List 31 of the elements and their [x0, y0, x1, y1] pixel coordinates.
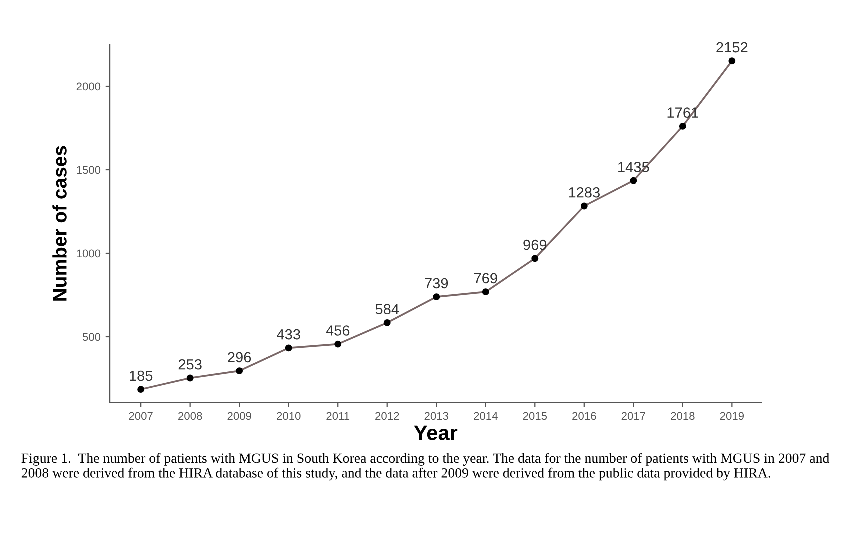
caption: Figure 1. The number of patients with MGUS in South Korea according to the year. The data for the number of patients with MGUS in 2007 and 2008 were derived from the HIRA database of this study, and the data after 2009 were derived from the public data provided by HIRA.	[22, 453, 830, 481]
x-tick-label: 2007	[129, 412, 153, 420]
x-tick-label: 2010	[277, 412, 301, 420]
data-label: 296	[228, 352, 252, 363]
x-tick-label: 2013	[424, 412, 448, 420]
data-label: 1283	[569, 187, 600, 198]
data-label: 185	[130, 370, 153, 382]
y-axis-title: Number of cases	[52, 146, 67, 301]
data-label: 433	[277, 329, 300, 340]
x-tick-label: 2012	[376, 412, 400, 420]
data-label: 739	[425, 278, 448, 289]
data-label: 2152	[716, 42, 748, 53]
y-tick-label: 1000	[77, 250, 101, 258]
x-axis-title: Year	[414, 426, 458, 440]
x-tick-label: 2019	[720, 412, 744, 420]
x-tick-label: 2015	[523, 412, 548, 420]
y-tick-label: 500	[82, 333, 101, 342]
x-tick-label: 2009	[228, 412, 252, 420]
data-label: 253	[178, 359, 202, 370]
x-tick-label: 2018	[671, 412, 695, 420]
data-label: 969	[524, 240, 547, 250]
data-label: 769	[474, 273, 498, 284]
x-tick-label: 2016	[572, 412, 596, 420]
x-tick-label: 2017	[622, 412, 646, 420]
y-tick-label: 1500	[77, 166, 101, 174]
x-tick-label: 2014	[474, 412, 498, 420]
data-label: 584	[376, 304, 400, 315]
x-tick-label: 2011	[326, 412, 350, 420]
y-tick-label: 2000	[76, 82, 101, 91]
x-tick-label: 2008	[178, 412, 202, 420]
data-label: 456	[326, 326, 350, 336]
